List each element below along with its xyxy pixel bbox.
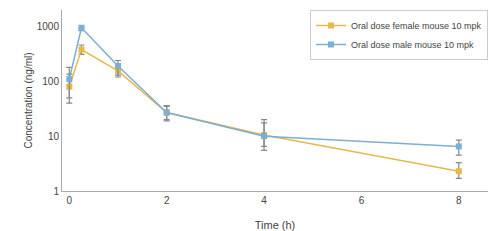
svg-text:8: 8: [456, 195, 462, 206]
svg-text:1: 1: [53, 186, 59, 197]
svg-text:1000: 1000: [37, 21, 60, 32]
svg-text:100: 100: [42, 76, 59, 87]
svg-text:Concentration (ng/ml): Concentration (ng/ml): [23, 52, 34, 148]
svg-text:Oral dose female mouse 10 mpk: Oral dose female mouse 10 mpk: [351, 21, 482, 31]
svg-text:4: 4: [261, 195, 267, 206]
svg-text:0: 0: [67, 195, 73, 206]
svg-text:Oral dose male mouse 10 mpk: Oral dose male mouse 10 mpk: [351, 40, 474, 50]
svg-text:6: 6: [359, 195, 365, 206]
svg-text:2: 2: [164, 195, 170, 206]
svg-text:Time (h): Time (h): [255, 219, 296, 231]
svg-text:10: 10: [48, 131, 60, 142]
